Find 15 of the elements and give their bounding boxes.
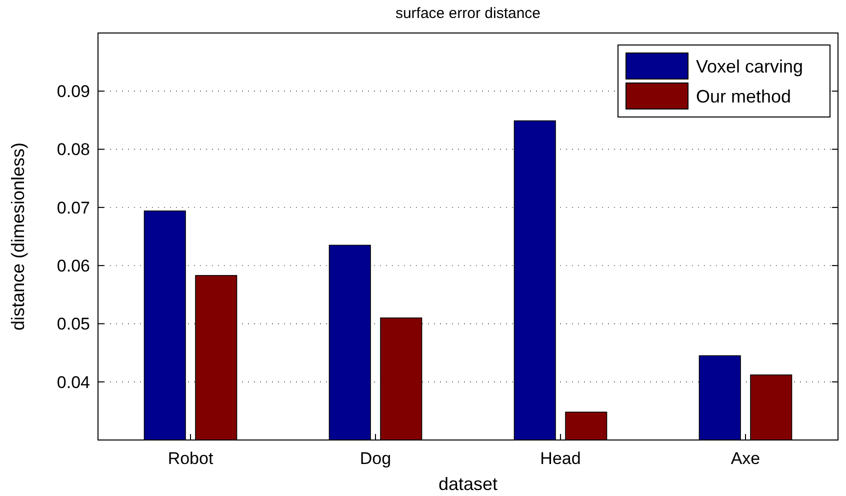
y-axis-title: distance (dimesionless) <box>8 142 28 331</box>
y-tick-label: 0.08 <box>56 140 90 160</box>
chart-title: surface error distance <box>395 5 541 22</box>
x-tick-label: Robot <box>168 449 214 468</box>
x-tick-label: Axe <box>730 449 760 468</box>
y-tick-label: 0.09 <box>56 82 90 102</box>
y-tick-label: 0.06 <box>56 256 90 276</box>
y-tick-label: 0.04 <box>56 372 90 392</box>
x-tick-label: Dog <box>360 449 392 468</box>
legend-label: Our method <box>696 86 792 106</box>
x-tick-label: Head <box>540 449 581 468</box>
y-tick-label: 0.07 <box>56 198 90 218</box>
x-axis-title: dataset <box>438 474 498 494</box>
legend-label: Voxel carving <box>696 56 804 76</box>
y-tick-label: 0.05 <box>56 314 90 334</box>
